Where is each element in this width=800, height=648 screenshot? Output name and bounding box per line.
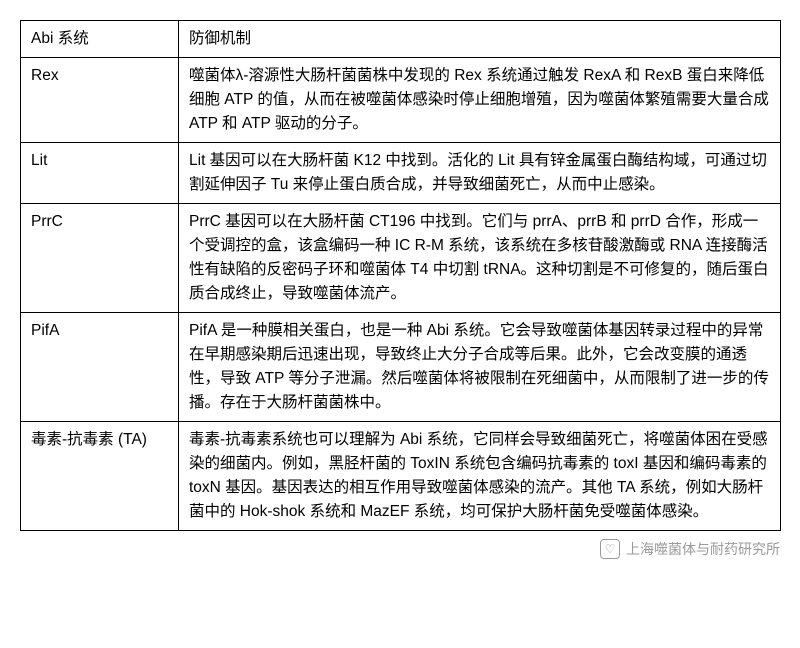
wechat-icon: ♡ xyxy=(600,539,620,559)
col-header-mechanism: 防御机制 xyxy=(179,21,781,58)
system-name: PrrC xyxy=(21,204,179,313)
system-name: 毒素-抗毒素 (TA) xyxy=(21,422,179,531)
system-name: Lit xyxy=(21,143,179,204)
system-desc: 毒素-抗毒素系统也可以理解为 Abi 系统，它同样会导致细菌死亡，将噬菌体困在受… xyxy=(179,422,781,531)
footer-text: 上海噬菌体与耐药研究所 xyxy=(626,539,780,559)
abi-systems-table: Abi 系统 防御机制 Rex 噬菌体λ-溶源性大肠杆菌菌株中发现的 Rex 系… xyxy=(20,20,781,531)
system-name: Rex xyxy=(21,58,179,143)
table-row: Lit Lit 基因可以在大肠杆菌 K12 中找到。活化的 Lit 具有锌金属蛋… xyxy=(21,143,781,204)
system-desc: PifA 是一种膜相关蛋白，也是一种 Abi 系统。它会导致噬菌体基因转录过程中… xyxy=(179,313,781,422)
table-row: Rex 噬菌体λ-溶源性大肠杆菌菌株中发现的 Rex 系统通过触发 RexA 和… xyxy=(21,58,781,143)
system-desc: PrrC 基因可以在大肠杆菌 CT196 中找到。它们与 prrA、prrB 和… xyxy=(179,204,781,313)
table-header-row: Abi 系统 防御机制 xyxy=(21,21,781,58)
table-row: PrrC PrrC 基因可以在大肠杆菌 CT196 中找到。它们与 prrA、p… xyxy=(21,204,781,313)
system-name: PifA xyxy=(21,313,179,422)
system-desc: Lit 基因可以在大肠杆菌 K12 中找到。活化的 Lit 具有锌金属蛋白酶结构… xyxy=(179,143,781,204)
table-row: 毒素-抗毒素 (TA) 毒素-抗毒素系统也可以理解为 Abi 系统，它同样会导致… xyxy=(21,422,781,531)
col-header-system: Abi 系统 xyxy=(21,21,179,58)
system-desc: 噬菌体λ-溶源性大肠杆菌菌株中发现的 Rex 系统通过触发 RexA 和 Rex… xyxy=(179,58,781,143)
table-row: PifA PifA 是一种膜相关蛋白，也是一种 Abi 系统。它会导致噬菌体基因… xyxy=(21,313,781,422)
footer-attribution: ♡ 上海噬菌体与耐药研究所 xyxy=(20,539,780,559)
